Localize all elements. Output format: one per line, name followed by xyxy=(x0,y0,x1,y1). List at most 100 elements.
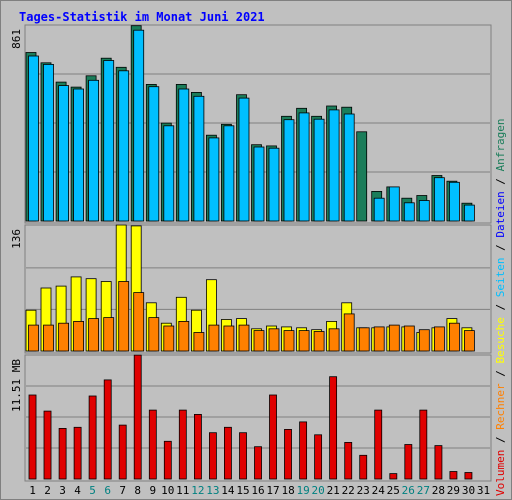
bar-anfragen-day-23 xyxy=(356,131,368,222)
bar-besuche-day-13 xyxy=(208,324,220,352)
bar-dateien-day-27 xyxy=(418,200,430,222)
bar-besuche-day-1 xyxy=(28,324,39,352)
legend-item-volumen: Volumen xyxy=(494,450,507,496)
bar-volumen-day-19 xyxy=(299,421,308,480)
x-tick-label-22: 22 xyxy=(342,484,355,497)
bar-volumen-day-15 xyxy=(239,432,247,480)
bar-dateien-day-12 xyxy=(193,95,205,222)
legend-item-seiten: Seiten xyxy=(494,258,507,298)
x-tick-label-12: 12 xyxy=(191,484,204,497)
legend-separator: / xyxy=(494,238,507,258)
bar-volumen-day-23 xyxy=(359,454,368,480)
x-tick-label-20: 20 xyxy=(311,484,324,497)
right-legend: Volumen / Rechner / Besuche / Seiten / D… xyxy=(494,118,507,496)
bar-volumen-day-30 xyxy=(464,472,473,480)
x-tick-label-21: 21 xyxy=(327,484,340,497)
bar-volumen-day-28 xyxy=(434,445,443,480)
x-tick-label-26: 26 xyxy=(402,484,415,497)
bar-besuche-day-6 xyxy=(103,317,115,352)
x-tick-label-19: 19 xyxy=(296,484,309,497)
x-tick-label-11: 11 xyxy=(176,484,189,497)
bar-besuche-day-12 xyxy=(193,332,205,352)
bar-besuche-day-9 xyxy=(148,317,160,352)
bar-besuche-day-28 xyxy=(433,326,445,352)
bar-volumen-day-25 xyxy=(389,473,398,480)
bar-dateien-day-15 xyxy=(238,97,250,222)
bar-besuche-day-16 xyxy=(253,330,265,352)
bar-volumen-day-11 xyxy=(178,409,187,480)
bar-besuche-day-17 xyxy=(268,328,280,352)
legend-separator: / xyxy=(494,430,507,450)
bar-dateien-day-13 xyxy=(208,137,220,222)
x-tick-label-28: 28 xyxy=(432,484,445,497)
bar-volumen-day-27 xyxy=(419,409,428,480)
x-tick-label-6: 6 xyxy=(104,484,111,497)
bar-volumen-day-12 xyxy=(193,413,202,480)
x-tick-label-18: 18 xyxy=(281,484,294,497)
bar-volumen-day-22 xyxy=(344,441,353,480)
bar-dateien-day-2 xyxy=(43,64,54,222)
bar-besuche-day-20 xyxy=(313,331,325,352)
bar-volumen-day-17 xyxy=(269,394,277,480)
bar-dateien-day-9 xyxy=(148,86,160,222)
x-tick-label-10: 10 xyxy=(161,484,174,497)
bar-dateien-day-21 xyxy=(328,109,340,222)
x-tick-label-9: 9 xyxy=(149,484,156,497)
bar-dateien-day-18 xyxy=(283,119,295,222)
bar-volumen-day-2 xyxy=(43,410,52,480)
bar-besuche-day-27 xyxy=(418,329,430,352)
x-tick-label-24: 24 xyxy=(372,484,386,497)
bar-besuche-day-22 xyxy=(343,313,355,352)
legend-separator: / xyxy=(494,171,507,191)
bar-volumen-day-5 xyxy=(88,395,97,480)
bar-dateien-day-22 xyxy=(343,113,355,222)
legend-separator: / xyxy=(494,364,507,384)
ymax-label-top: 861 xyxy=(10,29,23,49)
bar-besuche-day-3 xyxy=(58,322,69,352)
x-tick-label-13: 13 xyxy=(206,484,219,497)
x-tick-label-29: 29 xyxy=(447,484,460,497)
chart-title: Tages-Statistik im Monat Juni 2021 xyxy=(19,10,265,24)
x-tick-label-23: 23 xyxy=(357,484,370,497)
bar-volumen-day-8 xyxy=(133,354,142,480)
bar-dateien-day-10 xyxy=(163,125,175,222)
bar-besuche-day-30 xyxy=(463,330,475,352)
legend-item-rechner: Rechner xyxy=(494,383,507,430)
bar-volumen-day-26 xyxy=(404,444,413,480)
bar-volumen-day-9 xyxy=(148,409,157,480)
bar-besuche-day-11 xyxy=(178,320,190,352)
bar-dateien-day-7 xyxy=(118,70,130,222)
bar-besuche-day-4 xyxy=(73,320,84,352)
bar-besuche-day-5 xyxy=(88,318,99,352)
bar-besuche-day-2 xyxy=(43,324,54,352)
bar-volumen-day-18 xyxy=(284,428,292,480)
bar-volumen-day-10 xyxy=(163,440,172,480)
bar-besuche-day-15 xyxy=(238,324,250,352)
x-tick-label-30: 30 xyxy=(462,484,475,497)
bar-volumen-day-1 xyxy=(28,394,37,480)
ymax-label-middle: 136 xyxy=(10,229,23,249)
bar-besuche-day-23 xyxy=(358,327,370,352)
bar-volumen-day-13 xyxy=(208,432,217,480)
bar-dateien-day-4 xyxy=(73,88,84,222)
bar-dateien-day-26 xyxy=(403,202,415,222)
x-tick-label-14: 14 xyxy=(221,484,235,497)
bar-dateien-day-25 xyxy=(388,186,400,222)
bar-dateien-day-28 xyxy=(433,177,445,222)
bar-volumen-day-14 xyxy=(223,426,232,480)
bar-volumen-day-4 xyxy=(73,426,82,480)
bar-volumen-day-20 xyxy=(314,434,323,480)
bar-besuche-day-25 xyxy=(388,324,400,352)
x-tick-label-7: 7 xyxy=(119,484,126,497)
bar-dateien-day-16 xyxy=(253,146,265,222)
bar-dateien-day-30 xyxy=(463,204,475,222)
bar-dateien-day-1 xyxy=(28,55,39,222)
bar-dateien-day-20 xyxy=(313,118,325,222)
bar-dateien-day-29 xyxy=(448,181,460,222)
x-tick-label-1: 1 xyxy=(29,484,36,497)
bar-besuche-day-7 xyxy=(118,281,130,352)
bar-volumen-day-7 xyxy=(118,424,127,480)
x-tick-label-2: 2 xyxy=(44,484,51,497)
